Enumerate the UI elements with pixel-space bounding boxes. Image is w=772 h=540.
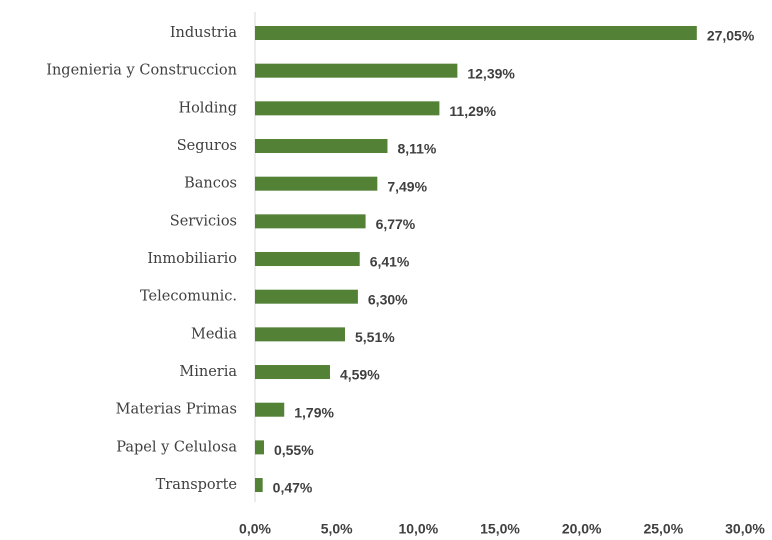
y-tick-label: Mineria [179,364,237,380]
bar [255,327,345,342]
bar [255,101,440,116]
bar [255,478,263,493]
data-label: 7,49% [387,178,427,194]
bar [255,289,358,304]
y-tick-label: Papel y Celulosa [116,439,237,455]
data-label: 1,79% [294,404,334,420]
x-tick-label: 5,0% [321,521,353,537]
y-tick-label: Servicios [170,213,237,229]
y-tick-label: Transporte [156,477,237,493]
y-tick-label: Media [191,326,237,342]
x-tick-label: 15,0% [480,521,520,537]
bar [255,402,285,417]
y-tick-label: Telecomunic. [140,289,237,305]
bar [255,139,388,154]
x-tick-label: 30,0% [725,521,765,537]
y-tick-label: Ingenieria y Construccion [46,63,237,79]
y-tick-label: Inmobiliario [147,251,237,267]
data-label: 5,51% [355,329,395,345]
x-tick-label: 10,0% [398,521,438,537]
data-label: 27,05% [707,28,755,44]
x-tick-label: 0,0% [239,521,271,537]
bar [255,63,458,78]
data-label: 12,39% [467,65,515,81]
data-label: 11,29% [449,103,496,119]
bar [255,365,330,380]
data-label: 4,59% [340,367,380,383]
data-label: 8,11% [397,141,436,157]
data-label: 6,41% [370,254,410,270]
y-tick-label: Industria [170,25,238,41]
x-tick-label: 20,0% [562,521,602,537]
bar [255,214,366,229]
bar [255,176,378,191]
bar [255,26,697,40]
y-tick-label: Bancos [184,176,237,192]
bar [255,440,264,455]
bar [255,252,360,267]
y-tick-label: Seguros [177,138,237,154]
x-tick-label: 25,0% [643,521,683,537]
data-label: 0,47% [273,480,313,496]
y-tick-label: Holding [178,100,237,116]
y-tick-label: Materias Primas [116,402,237,418]
data-label: 6,77% [376,216,416,232]
data-label: 6,30% [368,291,408,307]
data-label: 0,55% [274,442,314,458]
